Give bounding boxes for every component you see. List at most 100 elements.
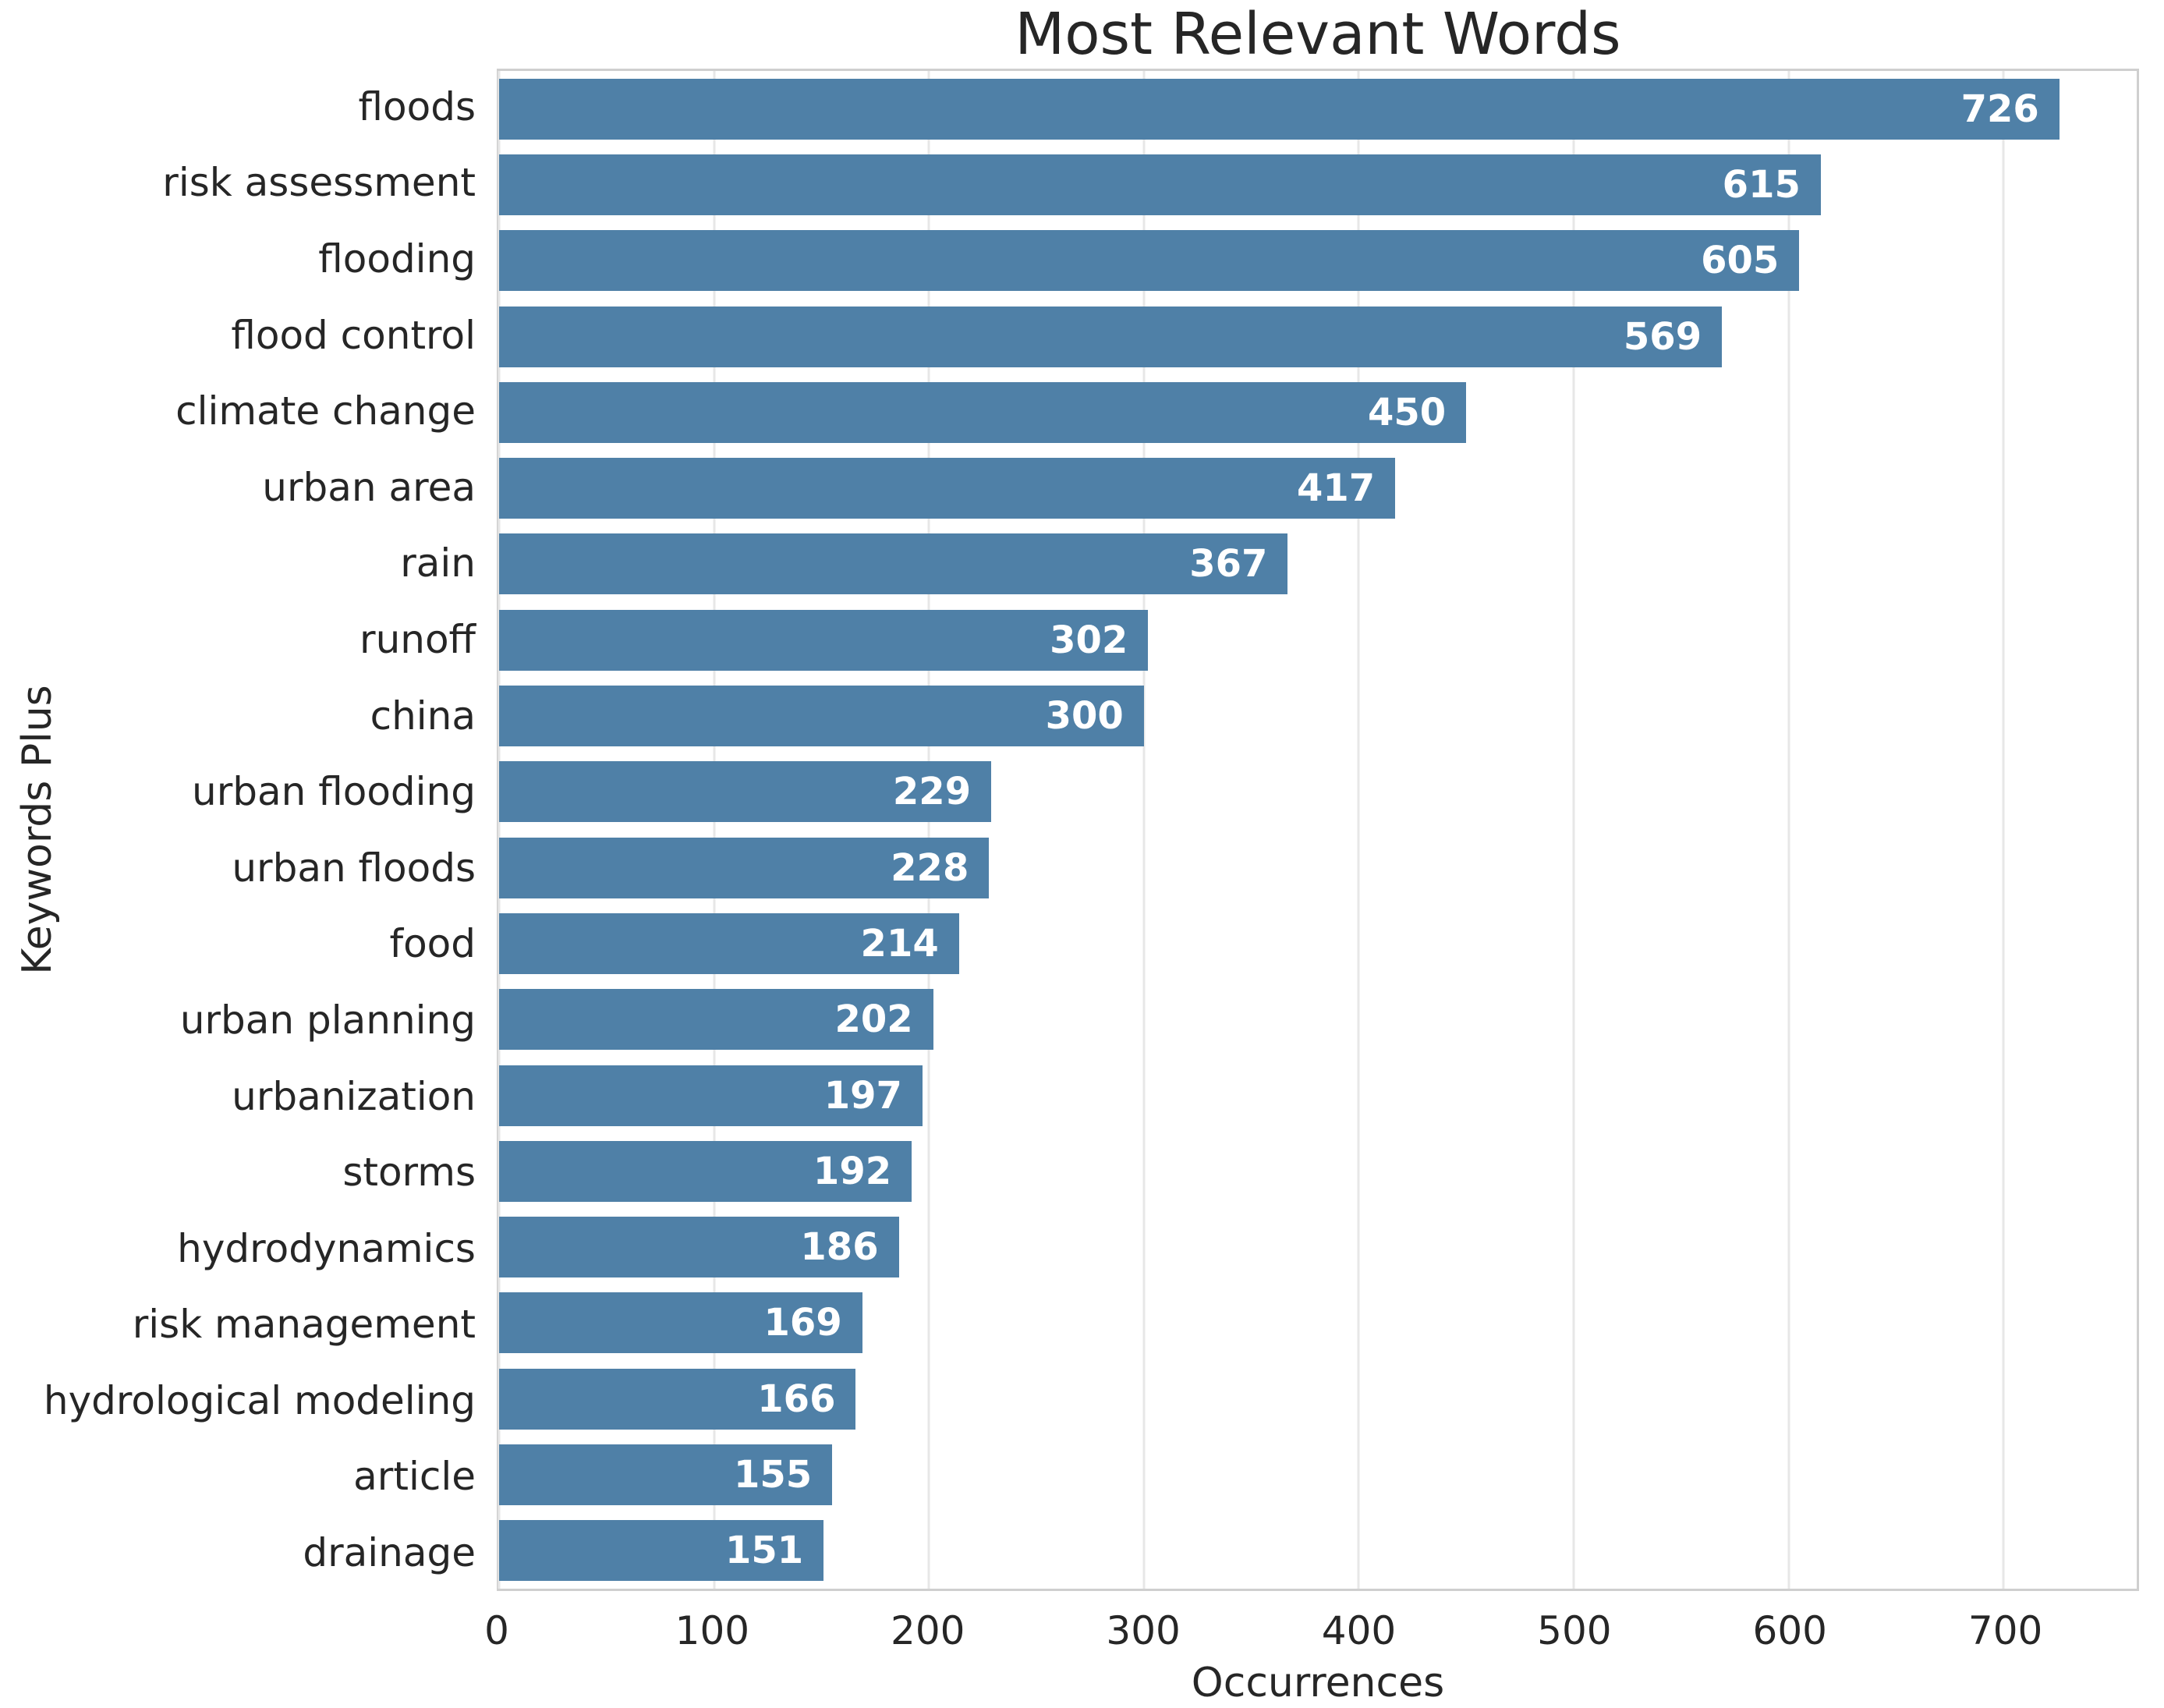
- bar: 169: [499, 1292, 862, 1354]
- category-label: hydrological modeling: [43, 1377, 476, 1423]
- bar: 302: [499, 609, 1149, 671]
- bar: 186: [499, 1217, 899, 1278]
- bar: 214: [499, 912, 959, 974]
- bar-value-label: 302: [1050, 618, 1128, 662]
- bar: 726: [499, 78, 2060, 140]
- bar: 417: [499, 458, 1396, 519]
- bar-row: 569: [499, 306, 2137, 367]
- bar-row: 228: [499, 837, 2137, 898]
- bar: 450: [499, 381, 1467, 443]
- x-axis-tick-labels: 0 100 200 300 400 500 600 700: [484, 1608, 2139, 1657]
- gridline: [1142, 71, 1146, 1589]
- x-tick-label: 700: [1967, 1608, 2043, 1653]
- category-label: food: [389, 921, 476, 967]
- bar: 202: [499, 989, 933, 1051]
- bar: 151: [499, 1520, 824, 1582]
- bar-row: 166: [499, 1368, 2137, 1430]
- bar-row: 155: [499, 1444, 2137, 1505]
- bar-value-label: 166: [757, 1377, 836, 1421]
- bar-value-label: 417: [1297, 466, 1376, 511]
- category-label: urban flooding: [192, 769, 476, 815]
- bar: 166: [499, 1368, 856, 1430]
- bar-series: 726 615 605 569 450 417 367 302 300 229 228 214 202 1…: [499, 71, 2137, 1589]
- x-tick-label: 0: [484, 1608, 509, 1653]
- category-label: flooding: [318, 236, 476, 282]
- x-tick-label: 600: [1752, 1608, 1827, 1653]
- category-label: rain: [400, 540, 476, 586]
- bar-value-label: 300: [1045, 694, 1124, 739]
- gridline: [1572, 71, 1575, 1589]
- bar-row: 615: [499, 154, 2137, 215]
- bar-row: 605: [499, 230, 2137, 292]
- x-tick-label: 100: [675, 1608, 750, 1653]
- bar-value-label: 192: [813, 1149, 892, 1193]
- category-label: hydrodynamics: [177, 1225, 476, 1271]
- plot-area: 726 615 605 569 450 417 367 302 300 229 228 214 202 1…: [497, 69, 2139, 1591]
- category-label: urban area: [262, 464, 476, 510]
- category-label: runoff: [359, 616, 476, 662]
- category-label: urbanization: [232, 1073, 476, 1119]
- bar-row: 192: [499, 1140, 2137, 1202]
- category-label: flood control: [231, 312, 476, 358]
- category-axis-labels: floods risk assessment flooding flood contr…: [0, 69, 476, 1591]
- gridline: [1787, 71, 1790, 1589]
- bar-row: 151: [499, 1520, 2137, 1582]
- bar-value-label: 186: [800, 1225, 879, 1270]
- bar-value-label: 450: [1367, 390, 1447, 434]
- x-axis-label: Occurrences: [1191, 1660, 1445, 1706]
- gridline: [498, 71, 501, 1589]
- category-label: risk management: [132, 1302, 476, 1348]
- category-label: article: [353, 1454, 476, 1500]
- bar-row: 202: [499, 989, 2137, 1051]
- bar-value-label: 228: [891, 845, 969, 890]
- bar-row: 450: [499, 381, 2137, 443]
- bar: 367: [499, 533, 1288, 595]
- bar-value-label: 214: [860, 921, 939, 966]
- bar-value-label: 367: [1189, 542, 1268, 586]
- chart-title: Most Relevant Words: [1015, 1, 1621, 68]
- bar: 228: [499, 837, 990, 898]
- bar-value-label: 155: [733, 1452, 813, 1497]
- bar-value-label: 151: [724, 1529, 804, 1573]
- bar: 192: [499, 1140, 912, 1202]
- bar: 569: [499, 306, 1723, 367]
- x-tick-label: 200: [891, 1608, 965, 1653]
- category-label: china: [370, 693, 476, 739]
- category-label: risk assessment: [162, 160, 476, 206]
- gridline: [2002, 71, 2005, 1589]
- bar-row: 302: [499, 609, 2137, 671]
- bar-value-label: 726: [1960, 87, 2039, 131]
- bar: 155: [499, 1444, 833, 1505]
- category-label: climate change: [175, 388, 476, 434]
- x-tick-label: 500: [1537, 1608, 1612, 1653]
- bar: 300: [499, 686, 1144, 747]
- category-label: floods: [358, 83, 476, 129]
- bar-value-label: 197: [823, 1073, 902, 1118]
- category-label: drainage: [303, 1530, 476, 1576]
- bar-value-label: 569: [1623, 314, 1702, 359]
- bar-value-label: 605: [1701, 239, 1780, 283]
- bar-row: 186: [499, 1217, 2137, 1278]
- category-label: urban planning: [179, 997, 476, 1043]
- bar-row: 229: [499, 761, 2137, 823]
- bar-row: 300: [499, 686, 2137, 747]
- bar-row: 214: [499, 912, 2137, 974]
- gridline: [1357, 71, 1360, 1589]
- bar: 229: [499, 761, 992, 823]
- category-label: storms: [342, 1150, 476, 1196]
- bar-row: 367: [499, 533, 2137, 595]
- bar-value-label: 229: [892, 770, 972, 814]
- x-tick-label: 400: [1321, 1608, 1397, 1653]
- bar-value-label: 169: [763, 1301, 842, 1345]
- bar-value-label: 202: [834, 998, 913, 1042]
- bar: 615: [499, 154, 1821, 215]
- bar-row: 169: [499, 1292, 2137, 1354]
- bar: 605: [499, 230, 1800, 292]
- bar-row: 726: [499, 78, 2137, 140]
- bar-row: 197: [499, 1065, 2137, 1126]
- category-label: urban floods: [232, 845, 476, 891]
- gridline: [927, 71, 930, 1589]
- x-tick-label: 300: [1106, 1608, 1181, 1653]
- bar: 197: [499, 1065, 923, 1126]
